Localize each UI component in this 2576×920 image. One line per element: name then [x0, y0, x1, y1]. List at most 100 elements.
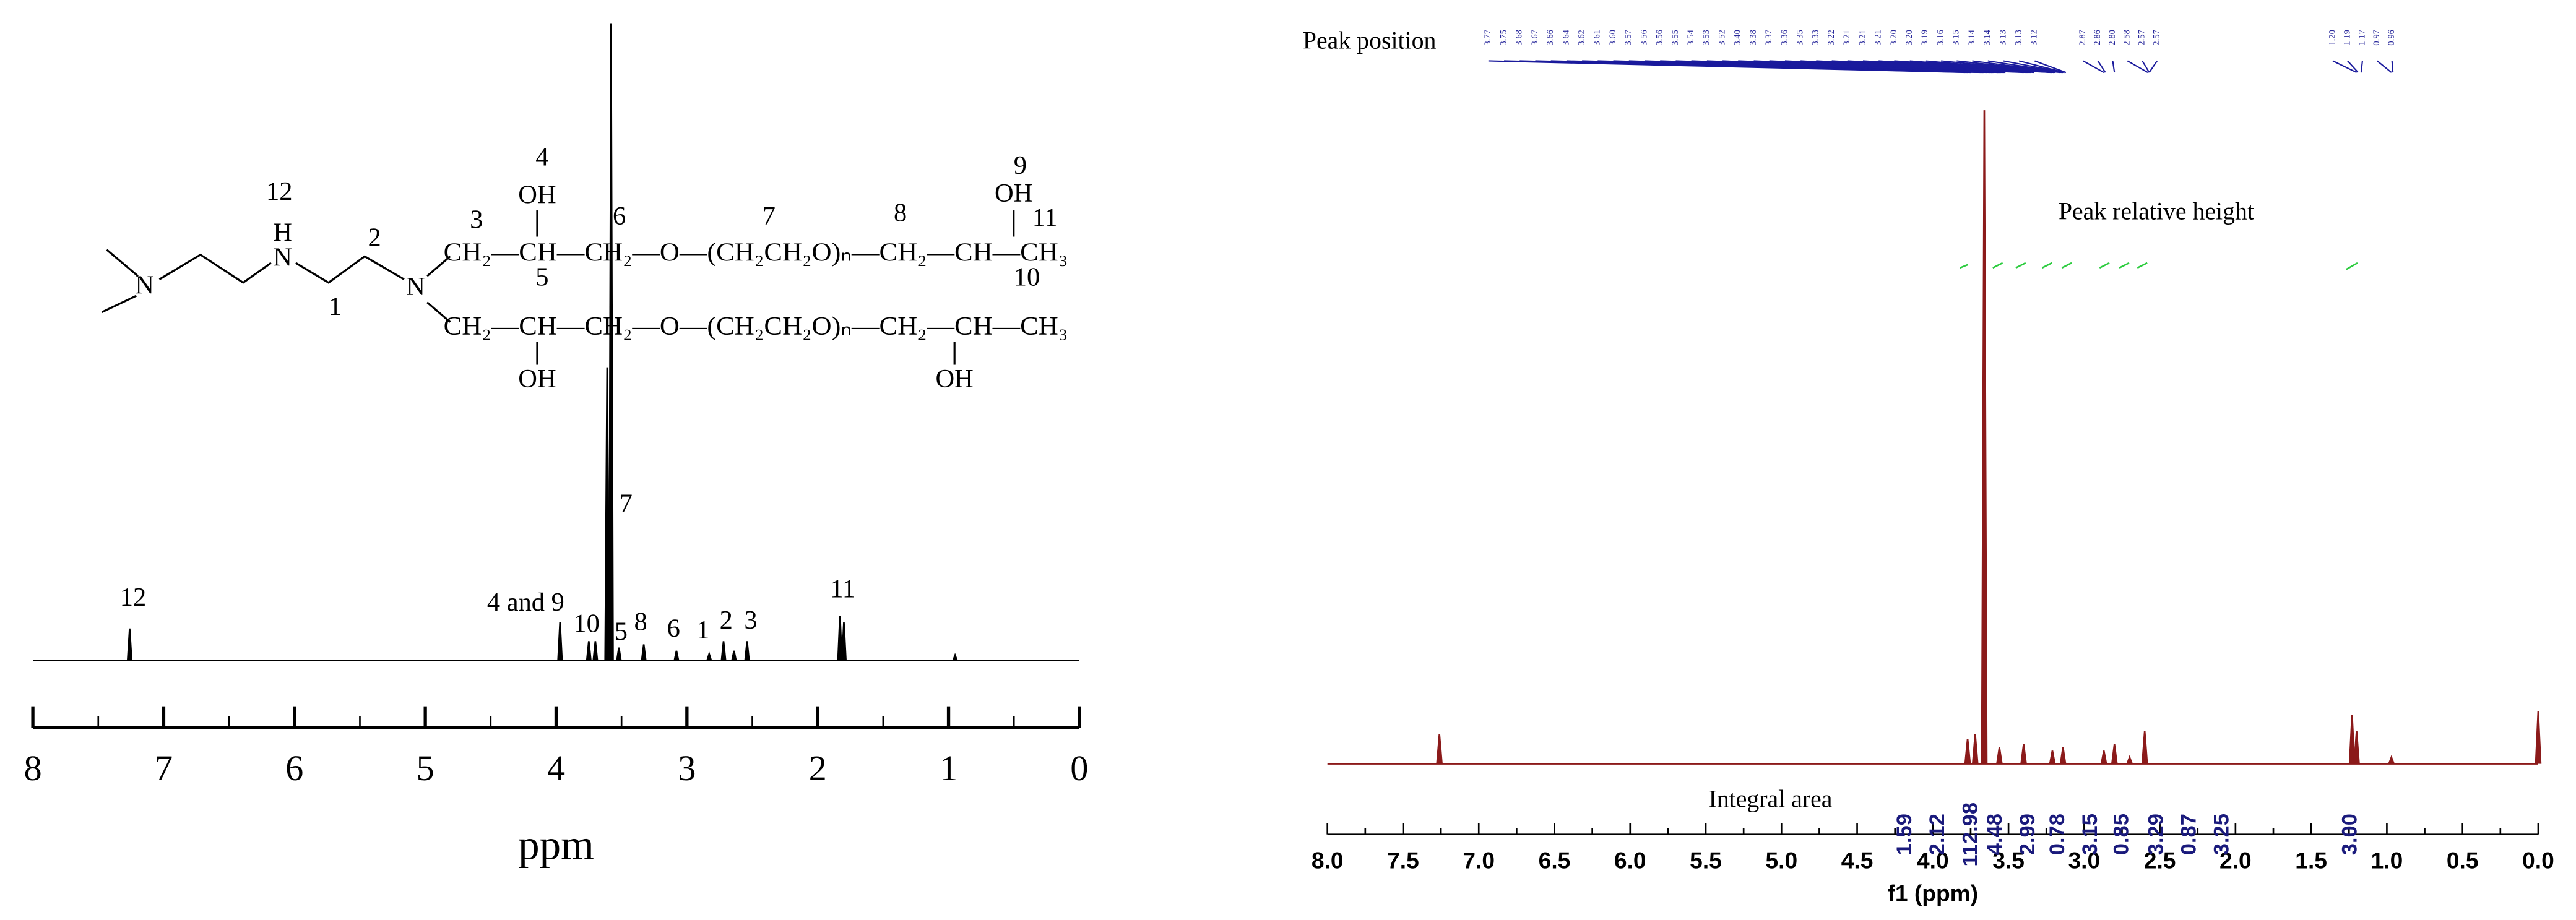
bond	[106, 249, 139, 277]
peak-position-label: 1.19	[2342, 30, 2352, 46]
peak-leader	[2127, 60, 2148, 73]
peak	[2059, 747, 2067, 764]
peak-leader	[2112, 61, 2116, 73]
peak-position-label: 3.67	[1530, 30, 1540, 46]
peak-position-label: 3.20	[1904, 30, 1914, 46]
peak-leader	[2083, 60, 2104, 74]
peak-leader	[2034, 60, 2067, 74]
peak	[126, 628, 132, 661]
peak-annotation: 4 and 9	[487, 588, 564, 617]
height-mark	[1992, 262, 2003, 269]
peak	[1972, 734, 1979, 764]
peak-position-label: 3.14	[1982, 29, 1992, 45]
peak	[731, 650, 737, 661]
height-mark	[2137, 262, 2148, 269]
structure-label: 10	[1014, 262, 1040, 291]
integral-label: 4.48	[1983, 814, 2007, 855]
peak	[744, 641, 750, 661]
x-tick-label: 3.0	[2068, 848, 2101, 874]
peak	[1964, 739, 1971, 764]
integral-label: 112.98	[1958, 802, 1982, 867]
peak-annotation: 7	[620, 489, 633, 518]
peak-position-label: 3.21	[1857, 30, 1867, 46]
structure-label: 7	[763, 202, 776, 231]
peak-position-label: 3.20	[1889, 30, 1899, 46]
structure-label: OH	[518, 364, 556, 393]
integral-label: 2.12	[1926, 814, 1949, 855]
peak	[706, 651, 712, 661]
peak-position-label: 3.36	[1779, 30, 1789, 46]
integral-label: 0.78	[2046, 814, 2069, 855]
peak	[557, 622, 563, 661]
peak	[837, 616, 843, 661]
x-tick-label: 2.5	[2144, 848, 2176, 874]
peak-leader	[2142, 60, 2150, 73]
structure-bonds	[101, 210, 1015, 365]
structure-label: N	[406, 272, 425, 301]
x-tick-label: 5.5	[1690, 848, 1722, 874]
peak-position-label: 3.13	[2014, 30, 2024, 46]
peak-leader	[2332, 60, 2357, 74]
peak	[2049, 750, 2056, 764]
x-tick-label: 0	[1070, 748, 1088, 788]
integral-label: 3.25	[2210, 814, 2233, 855]
peak	[616, 647, 622, 661]
relative-height-marks	[1960, 262, 2358, 270]
peak-position-label: 3.37	[1764, 30, 1774, 46]
peak-position-label: 3.66	[1545, 30, 1555, 46]
annotation: Integral area	[1709, 786, 1833, 813]
peak	[2353, 731, 2360, 764]
peak-leader	[2360, 61, 2363, 73]
x-tick-label: 4.0	[1917, 848, 1949, 874]
structure-label: CH₂—CH—CH₂—O—(CH₂CH₂O)ₙ—CH₂—CH—CH₃	[444, 312, 1068, 341]
structure-label: 2	[368, 223, 381, 252]
peak-annotation: 8	[634, 608, 647, 637]
peak-position-label: 2.57	[2137, 30, 2147, 46]
peak-position-label: 3.35	[1795, 30, 1805, 46]
peak	[952, 653, 958, 661]
structure-label: 4	[535, 143, 548, 172]
peak-position-label: 3.75	[1498, 30, 1508, 46]
x-tick-label: 1.5	[2295, 848, 2327, 874]
height-mark	[2099, 262, 2110, 269]
peak-leader	[1987, 60, 2064, 74]
x-tick-label: 4.5	[1841, 848, 1874, 874]
bond	[101, 294, 137, 314]
x-tick-label: 1	[940, 748, 957, 788]
x-tick-label: 0.0	[2522, 848, 2554, 874]
integral-label: 2.99	[2016, 814, 2039, 855]
peak-position-label: 3.55	[1671, 30, 1680, 46]
peak	[2388, 755, 2395, 765]
peak-position-label: 3.21	[1842, 30, 1852, 46]
structure-label: 3	[470, 205, 483, 234]
peak-position-label: 3.12	[2029, 30, 2039, 46]
peak-position-label: 3.33	[1811, 30, 1821, 46]
peak	[2348, 715, 2356, 764]
peak-position-label: 3.40	[1733, 30, 1743, 46]
peak-position-label: 0.96	[2387, 30, 2397, 46]
peak-position-label: 3.61	[1593, 30, 1602, 46]
peak-annotation: 1	[696, 616, 709, 645]
x-tick-label: 7.0	[1463, 848, 1495, 874]
peak-annotation: 5	[615, 617, 628, 647]
peak-position-label: 3.56	[1639, 30, 1649, 46]
structure-label: N	[273, 243, 292, 272]
x-tick-label: 8.0	[1312, 848, 1344, 874]
height-mark	[2061, 262, 2072, 269]
peak-leader	[2018, 60, 2065, 74]
x-tick-label: 6.0	[1614, 848, 1646, 874]
peak-position-label: 2.86	[2093, 30, 2103, 46]
peak-position-label: 3.19	[1920, 30, 1930, 46]
x-axis-label: f1 (ppm)	[1888, 880, 1979, 906]
peak	[720, 641, 727, 661]
structure-label: CH₂—CH—CH₂—O—(CH₂CH₂O)ₙ—CH₂—CH—CH₃	[444, 238, 1068, 267]
peak	[2020, 744, 2027, 764]
structure-label: N	[135, 271, 154, 300]
structure-label: OH	[936, 364, 974, 393]
bond	[426, 301, 451, 323]
structure-label: OH	[518, 181, 556, 210]
peak-leader	[2347, 60, 2359, 73]
peak-position-label: 3.77	[1483, 30, 1493, 46]
height-mark	[2345, 262, 2358, 270]
